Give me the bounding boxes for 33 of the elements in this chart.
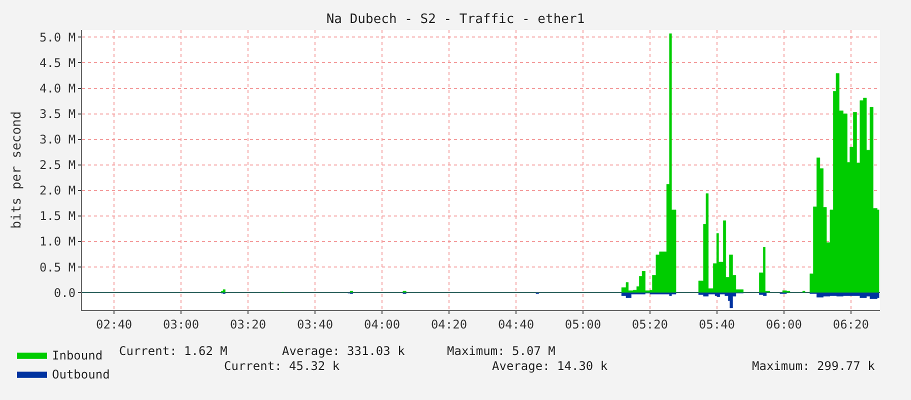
y-tick-label: 4.5 M (39, 56, 76, 70)
text: Maximum: 5.07 M (447, 344, 556, 358)
y-tick-label: 2.5 M (39, 158, 76, 172)
x-tick-label: 05:20 (632, 317, 668, 332)
x-tick-label: 03:20 (230, 317, 266, 332)
text: Maximum: 299.77 k (752, 359, 876, 373)
y-tick-label: 0.5 M (39, 260, 76, 274)
y-tick-label: 5.0 M (39, 30, 76, 44)
text: Current: 1.62 M (119, 344, 228, 358)
x-tick-label: 04:00 (364, 317, 400, 332)
y-axis-title: bits per second (9, 111, 24, 229)
x-tick-label: 06:20 (832, 317, 869, 332)
y-tick-label: 2.0 M (39, 184, 76, 198)
x-tick-label: 05:00 (564, 317, 602, 332)
x-tick-label: 04:20 (430, 317, 468, 332)
chart-title: Na Dubech - S2 - Traffic - ether1 (326, 12, 585, 28)
x-tick-label: 05:40 (698, 317, 736, 332)
y-tick-label: 1.0 M (39, 234, 76, 249)
x-tick-label: 03:40 (296, 317, 334, 332)
y-tick-label: 3.0 M (39, 132, 76, 147)
y-tick-label: 4.0 M (39, 81, 76, 96)
y-tick-label: 0.0 (54, 286, 76, 300)
text: Average: 14.30 k (492, 359, 608, 373)
text: Average: 331.03 k (282, 344, 406, 358)
x-tick-label: 03:00 (163, 317, 200, 332)
x-tick-label: 06:00 (766, 317, 802, 332)
x-tick-label: 02:40 (96, 317, 132, 332)
legend-label: Outbound (52, 368, 110, 382)
text: Current: 45.32 k (224, 359, 340, 373)
x-tick-label: 04:40 (498, 317, 534, 332)
legend-label: Inbound (52, 348, 103, 363)
y-tick-label: 1.5 M (39, 209, 76, 224)
y-tick-label: 3.5 M (39, 107, 76, 121)
